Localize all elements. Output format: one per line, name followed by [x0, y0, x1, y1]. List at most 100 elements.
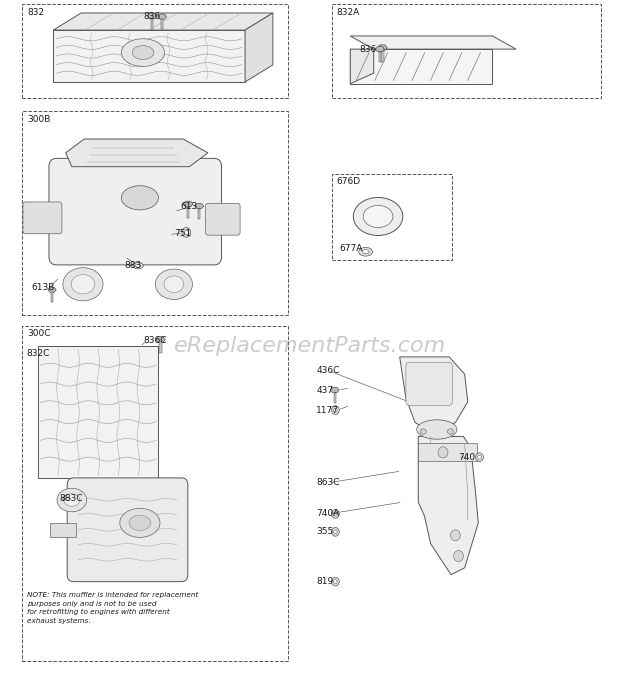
Bar [381, 51, 384, 62]
Text: 436C: 436C [316, 366, 340, 375]
Polygon shape [245, 13, 273, 82]
Ellipse shape [448, 429, 453, 435]
Ellipse shape [64, 494, 80, 507]
Text: 883C: 883C [60, 494, 83, 503]
Text: 832: 832 [27, 8, 45, 17]
Bar [159, 342, 162, 353]
Polygon shape [400, 357, 467, 433]
Polygon shape [156, 337, 166, 342]
Text: NOTE: This muffler is intended for replacement
purposes only and is not to be us: NOTE: This muffler is intended for repla… [27, 592, 198, 624]
Circle shape [476, 453, 484, 462]
Text: 1177: 1177 [316, 405, 339, 414]
Text: 740A: 740A [316, 509, 339, 518]
Ellipse shape [71, 274, 95, 294]
Ellipse shape [129, 516, 151, 530]
Text: 437: 437 [316, 385, 334, 394]
Ellipse shape [133, 263, 143, 269]
Circle shape [438, 447, 448, 458]
Polygon shape [376, 46, 384, 52]
Ellipse shape [66, 497, 71, 500]
Ellipse shape [417, 420, 457, 439]
Text: 677A: 677A [340, 245, 363, 254]
Circle shape [182, 227, 190, 237]
Text: 832C: 832C [27, 349, 50, 358]
Ellipse shape [136, 264, 141, 267]
Bar [187, 207, 189, 218]
Polygon shape [53, 30, 245, 82]
FancyBboxPatch shape [406, 362, 452, 405]
Polygon shape [350, 36, 516, 49]
Ellipse shape [164, 276, 184, 292]
Ellipse shape [362, 249, 369, 254]
Polygon shape [148, 13, 157, 19]
Circle shape [184, 230, 188, 234]
Text: 836: 836 [143, 12, 160, 21]
Text: 355: 355 [316, 527, 334, 536]
Ellipse shape [420, 429, 427, 435]
Text: 300C: 300C [27, 329, 51, 338]
Bar [332, 174, 452, 260]
Polygon shape [66, 139, 208, 167]
FancyBboxPatch shape [23, 202, 62, 234]
Circle shape [334, 408, 337, 412]
Bar [161, 19, 163, 29]
Ellipse shape [156, 269, 192, 299]
Circle shape [332, 406, 339, 414]
Text: 883: 883 [125, 261, 141, 270]
Bar [38, 346, 159, 478]
Polygon shape [53, 13, 273, 30]
Circle shape [450, 529, 460, 541]
Bar [334, 392, 336, 403]
Polygon shape [350, 49, 374, 84]
Circle shape [478, 455, 481, 459]
Polygon shape [157, 14, 167, 19]
Text: 676D: 676D [337, 177, 361, 186]
Text: 832A: 832A [337, 8, 360, 17]
Bar [50, 523, 76, 536]
Polygon shape [378, 45, 388, 51]
Bar [198, 209, 200, 218]
Text: 863C: 863C [316, 478, 340, 487]
Text: 836: 836 [360, 44, 377, 53]
Ellipse shape [57, 489, 87, 512]
Ellipse shape [122, 186, 159, 210]
Ellipse shape [363, 205, 393, 227]
Polygon shape [330, 387, 339, 393]
Polygon shape [418, 437, 478, 574]
Polygon shape [350, 49, 492, 84]
Text: 836C: 836C [143, 337, 167, 346]
Polygon shape [183, 201, 193, 207]
Bar [332, 4, 601, 98]
Ellipse shape [132, 46, 154, 60]
Text: 819: 819 [316, 577, 334, 586]
FancyBboxPatch shape [67, 478, 188, 581]
Bar [22, 4, 288, 98]
Circle shape [332, 577, 339, 586]
FancyBboxPatch shape [205, 203, 240, 235]
Bar [22, 326, 288, 661]
Ellipse shape [122, 39, 165, 67]
Ellipse shape [353, 198, 403, 236]
Text: 740: 740 [458, 453, 476, 462]
Text: eReplacementParts.com: eReplacementParts.com [174, 337, 446, 356]
Text: 613: 613 [180, 202, 197, 211]
Circle shape [332, 509, 339, 518]
Ellipse shape [120, 509, 160, 537]
Text: 613B: 613B [32, 283, 55, 292]
Bar [51, 292, 53, 301]
Circle shape [453, 550, 463, 561]
FancyBboxPatch shape [49, 159, 221, 265]
Circle shape [334, 530, 337, 534]
Circle shape [332, 527, 339, 536]
Bar [379, 51, 381, 62]
Bar [151, 19, 154, 30]
Text: 300B: 300B [27, 115, 51, 124]
Bar [22, 112, 288, 315]
Ellipse shape [63, 495, 73, 502]
Circle shape [334, 579, 337, 584]
Ellipse shape [63, 267, 103, 301]
Bar [418, 444, 477, 461]
Circle shape [334, 512, 337, 516]
Ellipse shape [359, 247, 373, 256]
Polygon shape [48, 288, 56, 292]
